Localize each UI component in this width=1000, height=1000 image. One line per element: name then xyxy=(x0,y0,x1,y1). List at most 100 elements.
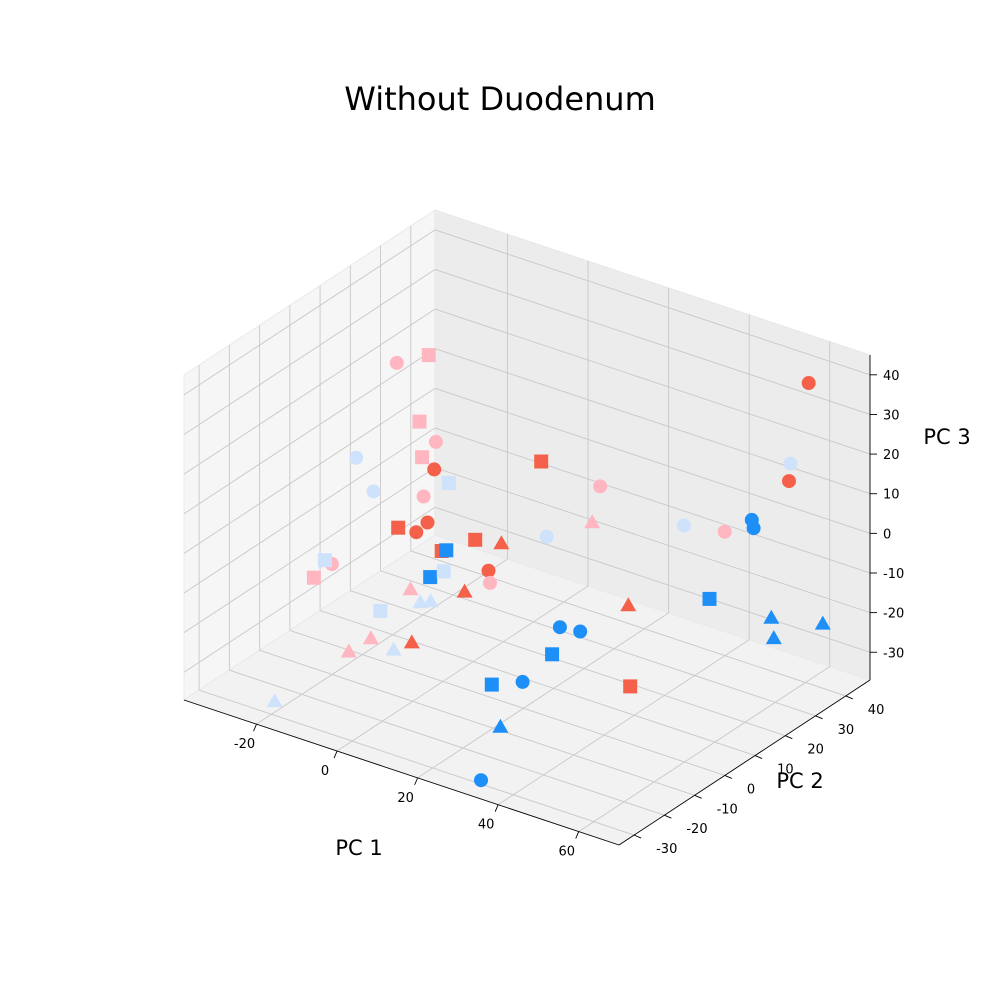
z-tick-label: -10 xyxy=(883,567,904,582)
data-point-square xyxy=(412,414,427,429)
data-point-square xyxy=(423,570,438,585)
data-point-triangle xyxy=(456,583,473,598)
z-tick-label: 10 xyxy=(883,488,900,503)
x-tick-label: 0 xyxy=(321,764,329,779)
z-grid-line-back xyxy=(434,348,871,495)
y-grid-line-floor xyxy=(350,590,786,737)
z-grid-line-back xyxy=(434,229,871,376)
y-tick-mark xyxy=(785,735,793,740)
y-tick-mark xyxy=(694,794,702,799)
x-tick-mark xyxy=(575,831,580,839)
x-grid-line-floor xyxy=(417,612,669,779)
z-grid-line-side xyxy=(183,506,436,673)
data-point-circle xyxy=(420,515,435,530)
x-tick-mark xyxy=(494,804,499,812)
z-grid-line-back xyxy=(434,387,871,534)
y-tick-mark xyxy=(724,775,733,779)
data-point-triangle xyxy=(362,630,379,645)
x-tick-mark xyxy=(333,750,338,759)
x-tick-label: 60 xyxy=(558,845,575,860)
data-point-circle xyxy=(676,518,691,533)
z-tick-label: 0 xyxy=(883,527,891,542)
z-grid-line-side xyxy=(183,229,436,396)
x-tick-mark xyxy=(253,723,257,732)
data-point-circle xyxy=(515,674,530,689)
data-point-triangle xyxy=(763,609,780,624)
y-axis-label: PC 2 xyxy=(776,769,823,793)
y-grid-line-floor xyxy=(380,570,816,717)
data-point-circle xyxy=(782,474,796,489)
data-point-circle xyxy=(349,450,364,465)
data-point-square xyxy=(534,454,549,469)
data-point-triangle xyxy=(584,514,601,529)
y-grid-line-floor xyxy=(319,610,756,756)
axis-panes xyxy=(182,209,872,846)
data-point-square xyxy=(484,677,499,692)
data-point-triangle xyxy=(266,693,283,708)
y-grid-line-floor xyxy=(229,669,665,816)
y-tick-mark xyxy=(633,834,642,839)
y-tick-mark xyxy=(664,814,672,819)
data-point-circle xyxy=(801,376,816,390)
y-tick-label: 40 xyxy=(868,703,885,718)
x-tick-label: 20 xyxy=(397,791,414,806)
z-grid-line-side xyxy=(183,269,436,435)
data-point-square xyxy=(436,564,451,579)
z-tick-label: -20 xyxy=(883,607,904,622)
data-point-square xyxy=(468,532,483,547)
data-point-triangle xyxy=(493,535,510,550)
y-tick-mark xyxy=(815,715,823,720)
y-axis-line xyxy=(618,679,871,846)
y-tick-label: -10 xyxy=(717,802,738,817)
data-point-square xyxy=(702,591,717,606)
y-grid-line-floor xyxy=(289,629,725,776)
y-tick-mark xyxy=(845,695,853,700)
data-point-triangle xyxy=(385,641,402,656)
data-point-circle xyxy=(481,563,496,578)
data-point-triangle xyxy=(402,581,419,596)
z-tick-label: 20 xyxy=(883,448,900,463)
data-point-circle xyxy=(366,484,381,499)
data-point-square xyxy=(317,553,332,568)
x-grid-line-floor xyxy=(578,666,830,832)
axis-ticks: -20 0 20 40 60 -30 -20 -10 0 10 20 30 40 -30 -20 -10 0 10… xyxy=(234,369,904,860)
data-point-circle xyxy=(783,456,798,471)
data-point-triangle xyxy=(620,597,637,612)
data-point-triangle xyxy=(765,630,782,645)
chart-title: Without Duodenum xyxy=(344,80,656,118)
y-tick-label: 30 xyxy=(838,723,855,738)
z-grid-line-side xyxy=(183,308,436,475)
data-point-circle xyxy=(428,434,443,449)
data-point-square xyxy=(439,543,454,558)
data-point-circle xyxy=(427,462,442,477)
x-tick-label: -20 xyxy=(234,737,255,752)
y-tick-label: -20 xyxy=(686,822,707,837)
data-point-circle xyxy=(409,525,424,540)
data-point-square xyxy=(421,348,436,363)
y-tick-label: 0 xyxy=(747,782,755,797)
z-grid-line-side xyxy=(183,427,436,594)
data-point-triangle xyxy=(340,643,357,658)
data-point-circle xyxy=(717,524,732,539)
z-axis-label: PC 3 xyxy=(923,425,970,449)
y-tick-label: 20 xyxy=(807,743,824,758)
z-grid-line-back xyxy=(434,427,871,574)
y-tick-label: -30 xyxy=(656,842,677,857)
grid-lines xyxy=(183,225,871,836)
data-point-square xyxy=(391,520,406,535)
data-point-square xyxy=(441,476,456,490)
z-grid-line-back xyxy=(434,308,871,455)
y-tick-label: 10 xyxy=(777,763,794,778)
x-grid-line-floor xyxy=(336,585,589,752)
z-tick-label: 40 xyxy=(883,369,900,384)
z-grid-line-back xyxy=(434,506,871,653)
data-point-square xyxy=(373,603,388,618)
x-tick-label: 40 xyxy=(478,818,495,833)
x-axis-label: PC 1 xyxy=(335,836,382,860)
y-grid-line-floor xyxy=(198,689,635,836)
x-grid-line-floor xyxy=(497,639,750,806)
x-tick-mark xyxy=(414,777,419,786)
y-grid-line-floor xyxy=(259,649,695,796)
data-point-square xyxy=(623,679,638,694)
